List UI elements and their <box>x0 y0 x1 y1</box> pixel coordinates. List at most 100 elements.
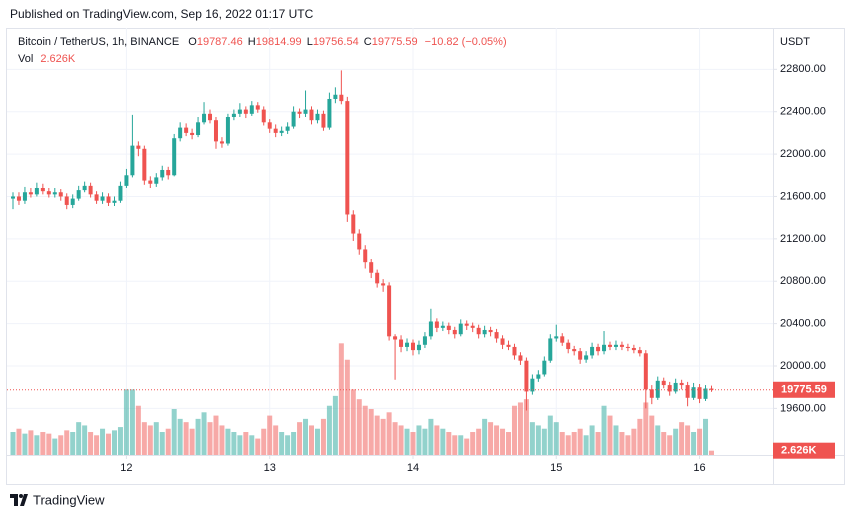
candle-body <box>249 105 254 114</box>
candle-body <box>202 113 207 123</box>
volume-bar <box>511 405 517 455</box>
volume-bar <box>267 415 273 455</box>
candle-body <box>554 336 559 339</box>
candle-body <box>440 325 445 328</box>
candle-body <box>52 192 57 195</box>
candle-body <box>488 329 493 333</box>
candle-body <box>482 329 487 335</box>
unit-label: USDT <box>780 36 810 48</box>
candle-body <box>709 388 714 390</box>
candle-body <box>560 336 565 343</box>
candle-body <box>428 321 433 337</box>
volume-bar <box>303 418 309 455</box>
volume-bar <box>440 428 446 455</box>
candle-body <box>303 109 308 114</box>
published-note: Published on TradingView.com, Sep 16, 20… <box>10 7 314 21</box>
candle-body <box>106 196 111 203</box>
candle-body <box>166 169 171 176</box>
volume-tag-label: 2.626K <box>781 445 817 457</box>
candle-body <box>22 192 27 201</box>
volume-bar <box>697 428 703 455</box>
candle-body <box>196 122 201 136</box>
volume-bar <box>506 432 512 455</box>
candle-body <box>339 94 344 102</box>
volume-bar <box>320 418 326 455</box>
volume-bar <box>458 435 464 455</box>
candle-body <box>136 145 141 149</box>
candle-body <box>673 382 678 392</box>
last-price-label: 19775.59 <box>781 384 827 396</box>
volume-bar <box>135 405 141 455</box>
chart-frame <box>6 28 845 485</box>
candle-body <box>387 285 392 337</box>
volume-bar <box>237 435 243 455</box>
volume-tag <box>773 442 835 459</box>
volume-bar <box>500 428 506 455</box>
volume-bar <box>111 430 117 455</box>
candle-body <box>315 113 320 121</box>
volume-bar <box>70 432 76 455</box>
legend: Bitcoin / TetherUS, 1h, BINANCE O19787.4… <box>18 36 507 48</box>
volume-bar <box>189 428 195 455</box>
volume-bar <box>22 433 28 455</box>
volume-bar <box>452 435 458 455</box>
y-tick-label: 21600.00 <box>780 190 826 202</box>
candle-body <box>225 117 230 144</box>
candle-body <box>548 338 553 361</box>
candle-body <box>160 169 165 178</box>
candle-body <box>321 113 326 128</box>
candle-body <box>64 196 69 205</box>
candle-body <box>631 347 636 351</box>
candle-body <box>375 272 380 284</box>
volume-bar <box>517 402 523 455</box>
volume-bar <box>685 425 691 455</box>
volume-bar <box>691 432 697 455</box>
candle-body <box>142 148 147 181</box>
ohlc-value: 19814.99 <box>256 36 302 48</box>
volume-bar <box>34 435 40 455</box>
candle-body <box>679 382 684 386</box>
volume-bar <box>76 422 82 455</box>
candle-body <box>345 101 350 215</box>
volume-bar <box>153 422 159 455</box>
volume-bar <box>219 425 225 455</box>
candle-body <box>154 177 159 184</box>
candle-body <box>446 325 451 330</box>
candle-body <box>267 122 272 129</box>
ohlc-value: 19775.59 <box>372 36 418 48</box>
candle-body <box>661 380 666 386</box>
candle-body <box>578 351 583 360</box>
volume-bar <box>249 435 255 455</box>
candle-body <box>691 387 696 398</box>
volume-bar <box>279 432 285 455</box>
candle-body <box>11 196 15 199</box>
candle-body <box>685 385 690 398</box>
volume-bar <box>703 418 709 455</box>
candle-body <box>410 342 415 351</box>
volume-value: 2.626K <box>40 53 76 65</box>
candle-body <box>124 175 129 186</box>
volume-bars <box>10 343 714 455</box>
volume-bar <box>40 432 46 455</box>
symbol: Bitcoin / TetherUS, 1h, BINANCE <box>18 36 179 48</box>
candle-body <box>524 360 529 392</box>
candle-body <box>625 346 630 348</box>
volume-bar <box>434 425 440 455</box>
last-price-tag <box>773 381 835 398</box>
candle-body <box>58 192 63 197</box>
volume-bar <box>470 432 476 455</box>
candle-body <box>399 339 404 347</box>
volume-bar <box>374 415 380 455</box>
volume-bar <box>141 422 147 455</box>
volume-bar <box>494 425 500 455</box>
volume-bar <box>601 405 607 455</box>
volume-bar <box>16 428 22 455</box>
y-tick-label: 22000.00 <box>780 148 826 160</box>
candle-body <box>530 378 535 392</box>
candle-body <box>309 109 314 121</box>
candle-body <box>351 214 356 234</box>
volume-bar <box>583 435 589 455</box>
candle-body <box>130 145 135 176</box>
candle-body <box>506 344 511 347</box>
candle-body <box>369 262 374 273</box>
